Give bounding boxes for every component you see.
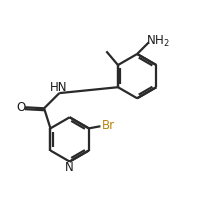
Text: NH$_2$: NH$_2$: [146, 34, 169, 49]
Text: O: O: [16, 101, 26, 114]
Text: HN: HN: [50, 81, 67, 94]
Text: N: N: [65, 162, 74, 174]
Text: Br: Br: [102, 119, 115, 132]
